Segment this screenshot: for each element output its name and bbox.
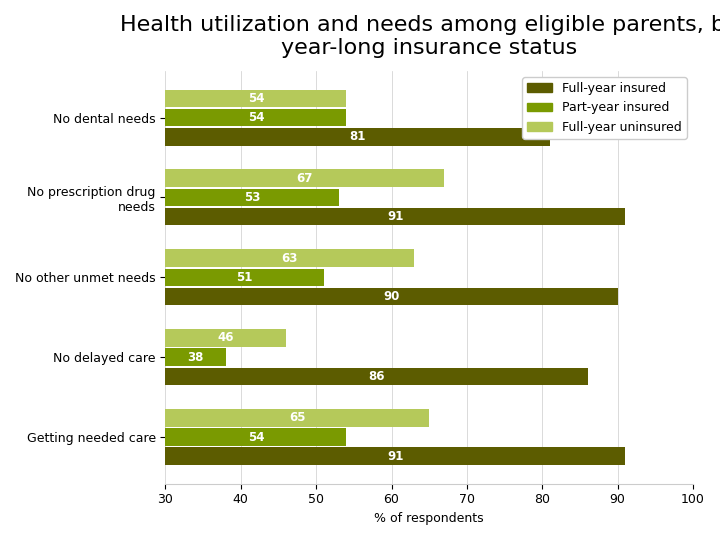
Text: 46: 46 <box>217 332 234 345</box>
Text: 90: 90 <box>383 290 400 303</box>
Bar <box>166 109 346 126</box>
Bar <box>166 348 225 366</box>
Bar <box>166 249 414 267</box>
Bar <box>166 447 625 465</box>
Bar <box>166 368 588 385</box>
Bar <box>166 170 444 187</box>
Bar <box>166 188 338 206</box>
Bar <box>166 128 550 146</box>
Text: 65: 65 <box>289 411 305 424</box>
Text: 91: 91 <box>387 210 403 223</box>
Bar <box>166 409 429 427</box>
Text: 54: 54 <box>248 430 264 443</box>
Bar <box>166 428 346 446</box>
Title: Health utilization and needs among eligible parents, by
year-long insurance stat: Health utilization and needs among eligi… <box>120 15 720 58</box>
X-axis label: % of respondents: % of respondents <box>374 512 484 525</box>
Text: 54: 54 <box>248 92 264 105</box>
Bar <box>166 268 324 286</box>
Bar <box>166 329 286 347</box>
Bar <box>166 90 346 107</box>
Text: 91: 91 <box>387 450 403 463</box>
Text: 86: 86 <box>368 370 384 383</box>
Text: 51: 51 <box>236 271 253 284</box>
Text: 63: 63 <box>282 252 298 265</box>
Legend: Full-year insured, Part-year insured, Full-year uninsured: Full-year insured, Part-year insured, Fu… <box>522 77 687 139</box>
Text: 54: 54 <box>248 111 264 124</box>
Text: 38: 38 <box>187 350 204 363</box>
Text: 81: 81 <box>349 130 366 143</box>
Text: 53: 53 <box>244 191 260 204</box>
Text: 67: 67 <box>297 172 313 185</box>
Bar <box>166 288 618 305</box>
Bar <box>166 208 625 225</box>
